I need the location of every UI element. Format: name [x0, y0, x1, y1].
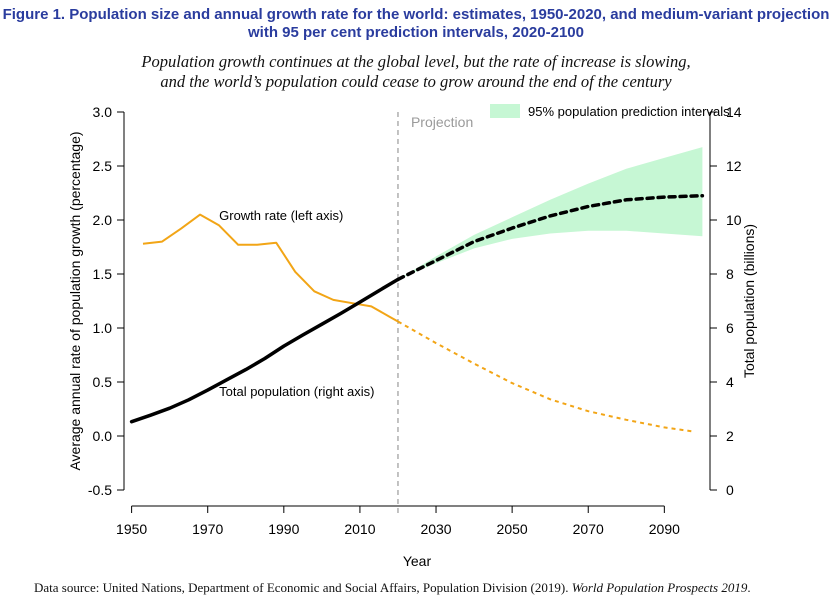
- growth-rate-projection-line: [397, 320, 695, 433]
- right-axis-tick-label: 8: [726, 266, 734, 282]
- right-axis-tick-label: 10: [726, 212, 742, 228]
- source-publication: World Population Prospects 2019: [571, 580, 748, 595]
- projection-label: Projection: [411, 114, 473, 130]
- right-axis-tick-label: 2: [726, 428, 734, 444]
- right-axis-tick-label: 14: [726, 104, 742, 120]
- data-source: Data source: United Nations, Department …: [34, 580, 824, 596]
- total-population-estimates-line: [129, 277, 400, 424]
- figure-title-line2: with 95 per cent prediction intervals, 2…: [248, 24, 584, 41]
- total-population-projection-line: [396, 193, 705, 282]
- left-axis-tick-label: 1.0: [93, 320, 113, 336]
- x-axis-tick-label: 1950: [116, 521, 147, 537]
- band-layer: [398, 147, 703, 280]
- subtitle-line1: Population growth continues at the globa…: [141, 52, 691, 71]
- legend-swatch: [490, 104, 520, 118]
- left-axis-tick-label: 0.5: [93, 374, 113, 390]
- figure-subtitle: Population growth continues at the globa…: [0, 52, 832, 92]
- prediction-interval-band: [398, 147, 703, 280]
- x-axis-title: Year: [403, 553, 432, 569]
- left-axis-tick-label: -0.5: [88, 482, 112, 498]
- right-axis-tick-label: 12: [726, 158, 742, 174]
- right-axis-tick-label: 0: [726, 482, 734, 498]
- x-axis-tick-label: 1990: [268, 521, 299, 537]
- figure-title-line1: Figure 1. Population size and annual gro…: [2, 6, 830, 23]
- left-axis-tick-label: 2.0: [93, 212, 113, 228]
- growth-rate-estimates-line: [142, 213, 399, 323]
- left-axis-tick-label: 2.5: [93, 158, 113, 174]
- labels-layer: Projection -0.5 0.0 0.5 1.0 1.5 2.0 2.5 3.0 0 2 4 6 8…: [67, 104, 757, 569]
- growth-rate-annotation: Growth rate (left axis): [219, 208, 343, 223]
- left-axis-tick-label: 3.0: [93, 104, 113, 120]
- x-axis-tick-label: 1970: [192, 521, 223, 537]
- left-axis-title: Average annual rate of population growth…: [67, 131, 83, 470]
- source-prefix: Data source: United Nations, Department …: [34, 580, 572, 595]
- subtitle-line2: and the world’s population could cease t…: [160, 72, 672, 91]
- x-axis-tick-label: 2090: [649, 521, 680, 537]
- x-axis-tick-label: 2010: [344, 521, 375, 537]
- x-axis-tick-label: 2050: [497, 521, 528, 537]
- source-suffix: .: [747, 580, 751, 595]
- legend-label: 95% population prediction intervals: [528, 104, 730, 119]
- axes-layer: [117, 111, 717, 515]
- left-axis-tick-label: 1.5: [93, 266, 113, 282]
- series-layer: [129, 193, 705, 433]
- right-axis-tick-label: 6: [726, 320, 734, 336]
- population-annotation: Total population (right axis): [219, 384, 374, 399]
- figure-title: Figure 1. Population size and annual gro…: [0, 6, 832, 42]
- x-axis-tick-label: 2030: [420, 521, 451, 537]
- x-axis-tick-label: 2070: [573, 521, 604, 537]
- left-axis-tick-label: 0.0: [93, 428, 113, 444]
- right-axis-title: Total population (billions): [741, 224, 757, 378]
- right-axis-tick-label: 4: [726, 374, 734, 390]
